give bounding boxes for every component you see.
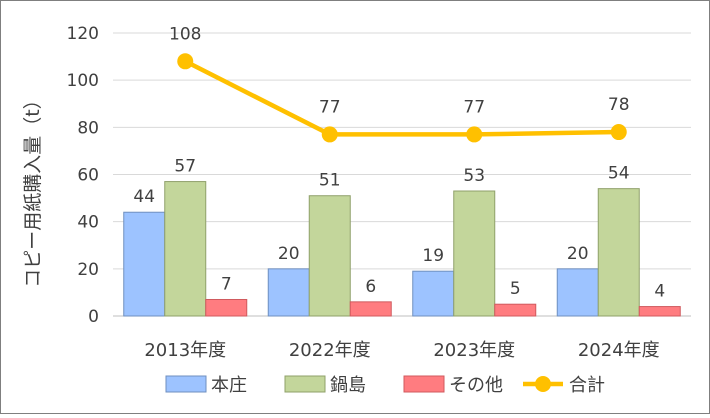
x-tick-label: 2013年度 bbox=[144, 340, 226, 361]
total-point bbox=[466, 126, 483, 143]
total-line-path bbox=[184, 59, 619, 137]
legend-swatch bbox=[165, 375, 207, 393]
bar-data-label: 7 bbox=[221, 274, 232, 294]
total-data-label: 77 bbox=[319, 97, 341, 117]
bar bbox=[494, 303, 537, 317]
gridlines bbox=[113, 32, 691, 317]
x-tick-label: 2023年度 bbox=[433, 340, 515, 361]
legend-label: 本庄 bbox=[211, 375, 247, 396]
bar bbox=[349, 301, 392, 317]
bar-data-labels: 44 57 7 20 51 6 19 53 5 20 54 4 bbox=[133, 157, 665, 302]
x-tick-label: 2022年度 bbox=[289, 340, 371, 361]
legend: 本庄 鍋島 その他 合計 bbox=[165, 375, 605, 396]
bar-data-label: 53 bbox=[463, 166, 485, 186]
legend-label: その他 bbox=[449, 375, 503, 396]
y-tick-label: 80 bbox=[77, 118, 99, 138]
bar-data-label: 6 bbox=[365, 277, 376, 297]
bar-data-label: 51 bbox=[319, 171, 341, 191]
y-tick-label: 0 bbox=[88, 307, 99, 327]
x-tick-labels: 2013年度 2022年度 2023年度 2024年度 bbox=[144, 340, 659, 361]
bar bbox=[638, 306, 681, 317]
bar-data-label: 57 bbox=[174, 157, 196, 177]
bar-data-label: 20 bbox=[278, 244, 300, 264]
bar bbox=[205, 298, 248, 317]
bar-data-label: 5 bbox=[510, 279, 521, 299]
bars bbox=[123, 181, 681, 317]
bar bbox=[164, 181, 207, 317]
bar-data-label: 54 bbox=[608, 164, 630, 184]
total-data-label: 77 bbox=[463, 97, 485, 117]
legend-label: 合計 bbox=[569, 375, 605, 396]
bar bbox=[308, 195, 351, 317]
y-tick-label: 60 bbox=[77, 166, 99, 186]
bar-data-label: 20 bbox=[567, 244, 589, 264]
bar-data-label: 44 bbox=[133, 187, 155, 207]
y-tick-label: 100 bbox=[67, 71, 99, 91]
total-data-label: 78 bbox=[608, 95, 630, 115]
total-line: 108 77 77 78 bbox=[169, 24, 630, 143]
total-data-label: 108 bbox=[169, 24, 201, 44]
bar bbox=[453, 190, 496, 317]
y-tick-labels: 0 20 40 60 80 100 120 bbox=[67, 24, 99, 327]
bar bbox=[412, 270, 455, 317]
y-tick-label: 20 bbox=[77, 260, 99, 280]
bar-data-label: 19 bbox=[422, 246, 444, 266]
x-tick-label: 2024年度 bbox=[578, 340, 660, 361]
y-tick-label: 120 bbox=[67, 24, 99, 44]
legend-label: 鍋島 bbox=[330, 375, 366, 396]
legend-swatch bbox=[284, 375, 326, 393]
total-point bbox=[610, 124, 627, 141]
legend-marker bbox=[535, 376, 551, 392]
bar bbox=[597, 188, 640, 317]
y-axis-label: コピー用紙購入量（t） bbox=[22, 90, 44, 287]
bar bbox=[267, 268, 310, 317]
total-point bbox=[177, 53, 194, 70]
legend-swatch bbox=[403, 375, 445, 393]
bar bbox=[123, 211, 166, 317]
bar-data-label: 4 bbox=[654, 282, 665, 302]
bar bbox=[556, 268, 599, 317]
total-point bbox=[321, 126, 338, 143]
y-tick-label: 40 bbox=[77, 213, 99, 233]
